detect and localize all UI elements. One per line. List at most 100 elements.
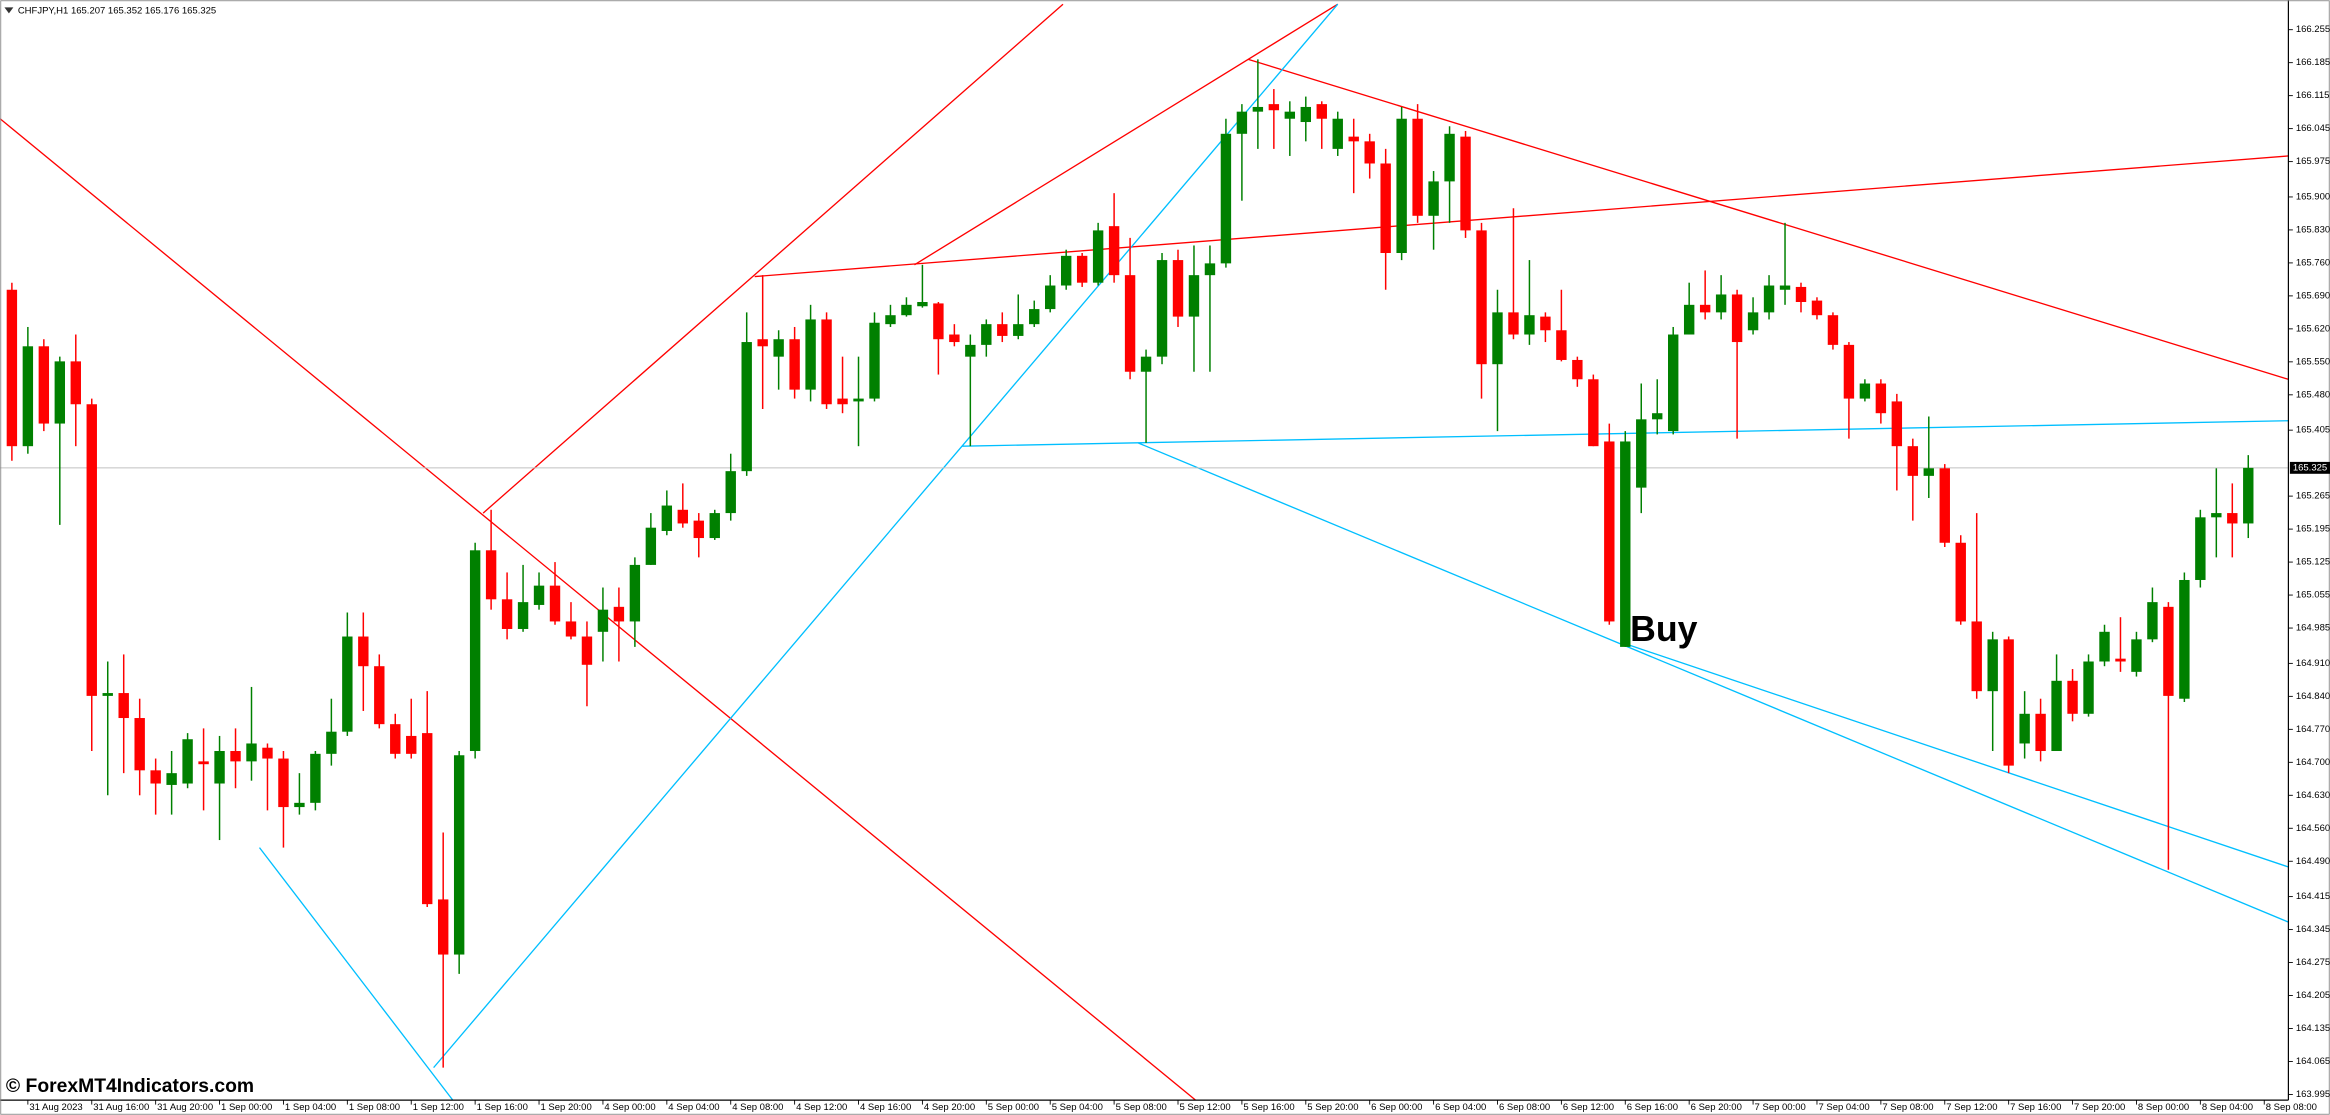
y-tick-label: 165.830 — [2296, 224, 2330, 235]
candle-body — [885, 315, 896, 325]
trendline — [1620, 641, 2289, 868]
candle-body — [2115, 658, 2126, 662]
y-tick-label: 165.550 — [2296, 356, 2330, 367]
candle-body — [997, 324, 1008, 336]
candle-body — [645, 527, 657, 565]
x-tick-label: 6 Sep 08:00 — [1499, 1102, 1550, 1113]
candle-body — [2211, 513, 2222, 518]
x-tick-label: 7 Sep 04:00 — [1818, 1102, 1869, 1113]
candle-body — [2227, 513, 2238, 524]
candle-body — [406, 735, 417, 754]
candle-body — [437, 899, 449, 955]
x-tick-label: 8 Sep 08:00 — [2266, 1102, 2317, 1113]
candle-body — [1045, 285, 1056, 310]
candle-body — [661, 505, 673, 531]
x-tick-label: 8 Sep 00:00 — [2138, 1102, 2189, 1113]
x-tick-label: 31 Aug 16:00 — [93, 1102, 149, 1113]
candle-body — [182, 739, 193, 784]
candle-body — [134, 718, 145, 771]
candle-body — [1204, 263, 1216, 276]
trendline — [433, 3, 1339, 1069]
candle-body — [1220, 133, 1232, 264]
trendline — [754, 155, 2289, 278]
candle-body — [1540, 316, 1551, 331]
y-tick-label: 166.115 — [2296, 90, 2330, 101]
y-tick-label: 164.770 — [2296, 724, 2330, 735]
candle-body — [1923, 468, 1934, 476]
candle-body — [1364, 141, 1375, 164]
axes: 166.255 166.185 166.115 166.045 165.975 165.9… — [27, 24, 2330, 1113]
x-tick-label: 31 Aug 2023 — [29, 1102, 82, 1113]
y-tick-label: 164.415 — [2296, 891, 2330, 902]
candle-body — [565, 621, 577, 637]
x-tick-label: 6 Sep 20:00 — [1691, 1102, 1742, 1113]
y-tick-label: 165.620 — [2296, 323, 2330, 334]
x-tick-label: 1 Sep 00:00 — [221, 1102, 272, 1113]
candle-body — [2035, 713, 2046, 752]
candle-body — [805, 319, 816, 390]
y-tick-label: 164.490 — [2296, 856, 2330, 867]
candle-body — [965, 344, 976, 357]
buy-annotation: Buy — [1630, 609, 1698, 649]
candle-body — [1971, 621, 1982, 692]
y-tick-label: 165.125 — [2296, 557, 2330, 568]
y-tick-label: 166.045 — [2296, 123, 2330, 134]
y-tick-label: 165.265 — [2296, 491, 2330, 502]
candle-body — [1188, 275, 1200, 317]
candle-body — [1699, 304, 1711, 313]
candle-body — [1604, 441, 1615, 622]
candle-body — [1987, 639, 1998, 692]
candle-body — [2051, 680, 2062, 752]
y-tick-label: 164.910 — [2296, 658, 2330, 669]
x-tick-label: 6 Sep 00:00 — [1371, 1102, 1422, 1113]
candle-body — [1875, 383, 1887, 414]
candle-body — [2083, 661, 2094, 714]
trendline — [1137, 442, 2289, 923]
x-tick-label: 6 Sep 04:00 — [1435, 1102, 1486, 1113]
candle-body — [933, 303, 944, 340]
candle-body — [837, 398, 848, 405]
candle-body — [1492, 312, 1503, 365]
candle-body — [198, 761, 209, 765]
x-tick-label: 6 Sep 12:00 — [1563, 1102, 1614, 1113]
candle-body — [262, 747, 273, 759]
candle-body — [2131, 639, 2142, 672]
current-price-box — [2289, 461, 2330, 474]
x-tick-label: 4 Sep 16:00 — [860, 1102, 911, 1113]
y-tick-label: 165.690 — [2296, 290, 2330, 301]
candle-body — [1013, 324, 1024, 336]
candle-body — [869, 322, 880, 399]
candle-body — [597, 609, 609, 632]
candle-body — [1827, 315, 1839, 345]
candle-body — [1284, 111, 1296, 119]
candle-body — [1731, 294, 1743, 343]
candle-body — [1556, 330, 1567, 360]
x-tick-label: 5 Sep 04:00 — [1052, 1102, 1103, 1113]
x-tick-label: 31 Aug 20:00 — [157, 1102, 213, 1113]
y-tick-label: 165.195 — [2296, 524, 2330, 535]
candle-body — [38, 346, 50, 424]
candle-body — [1588, 379, 1599, 447]
x-tick-label: 5 Sep 20:00 — [1307, 1102, 1358, 1113]
candle-body — [310, 753, 321, 803]
candle-body — [2019, 713, 2030, 744]
candle-body — [1460, 136, 1471, 231]
x-tick-label: 4 Sep 04:00 — [668, 1102, 719, 1113]
candle-body — [1140, 356, 1152, 372]
candle-body — [2147, 602, 2158, 640]
candle-body — [789, 339, 800, 390]
candle-body — [1076, 255, 1088, 283]
candle-body — [741, 342, 752, 472]
candle-body — [1859, 383, 1871, 399]
x-tick-label: 1 Sep 12:00 — [413, 1102, 464, 1113]
watermark: © ForexMT4Indicators.com — [6, 1076, 254, 1097]
candle-body — [1620, 441, 1631, 647]
x-tick-label: 4 Sep 20:00 — [924, 1102, 975, 1113]
candle-body — [70, 361, 81, 405]
y-tick-label: 164.560 — [2296, 823, 2330, 834]
candle-body — [1252, 106, 1264, 112]
candle-body — [1092, 230, 1104, 283]
